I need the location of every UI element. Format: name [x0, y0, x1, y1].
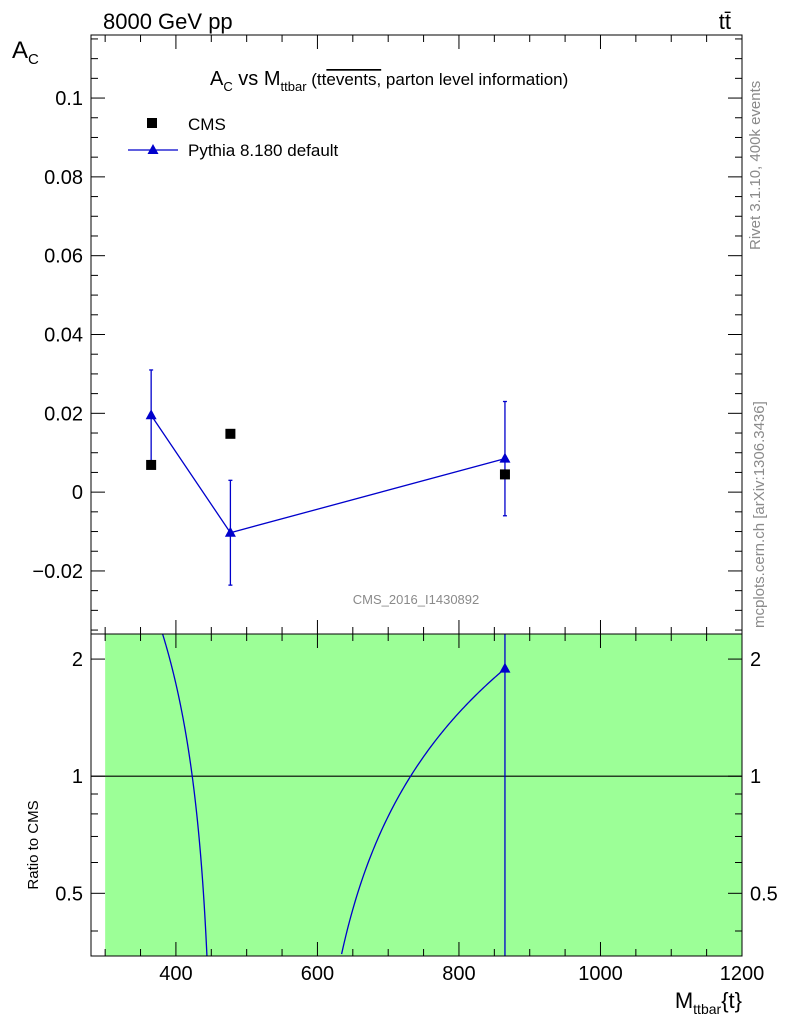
- pythia-point: [224, 526, 236, 537]
- cms-point: [146, 459, 157, 470]
- cms-point: [499, 469, 510, 480]
- cms-point: [225, 428, 236, 439]
- rivet-label: Rivet 3.1.10, 400k events: [747, 81, 764, 250]
- ratio-y-label: Ratio to CMS: [25, 800, 42, 889]
- ratio-y-tick-label-left: 2: [72, 649, 83, 671]
- energy-label: 8000 GeV pp: [103, 9, 233, 34]
- ratio-line-segment: [161, 634, 208, 956]
- legend-cms-marker: [147, 118, 157, 128]
- ratio-line-segment: [340, 668, 506, 955]
- y-tick-label: 0.08: [44, 167, 83, 189]
- x-tick-label: 1200: [720, 963, 765, 985]
- legend: CMS Pythia 8.180 default: [128, 115, 339, 160]
- y-tick-label: 0.04: [44, 325, 83, 347]
- ratio-y-tick-label-right: 1: [750, 766, 761, 788]
- process-label: tt̄: [719, 9, 731, 34]
- ratio-y-tick-label-left: 0.5: [55, 883, 83, 905]
- x-tick-label: 1000: [578, 963, 623, 985]
- y-tick-label: 0.06: [44, 246, 83, 268]
- ratio-point: [499, 662, 511, 673]
- x-tick-label: 800: [442, 963, 475, 985]
- main-panel: −0.02 0 0.02 0.04 0.06 0.08 0.1 AC AC vs Mttba…: [12, 34, 743, 635]
- chart-title: AC vs Mttbar (ttevents, parton level inf…: [210, 68, 568, 94]
- y-tick-label: −0.02: [32, 561, 83, 583]
- legend-cms-label: CMS: [188, 115, 226, 134]
- y-tick-label: 0.1: [55, 88, 83, 110]
- y-tick-label: 0.02: [44, 403, 83, 425]
- ratio-y-tick-label-left: 1: [72, 766, 83, 788]
- ratio-y-tick-label-right: 2: [750, 649, 761, 671]
- mcplots-label: mcplots.cern.ch [arXiv:1306.3436]: [751, 401, 768, 628]
- pythia-line: [150, 414, 506, 534]
- pythia-point: [499, 452, 511, 463]
- ratio-panel-frame: [90, 633, 743, 957]
- cms-uncertainty-band: [105, 634, 742, 956]
- x-axis-label: Mttbar{t}: [675, 988, 742, 1017]
- analysis-watermark: CMS_2016_I1430892: [353, 592, 480, 607]
- legend-pythia-marker: [147, 144, 159, 154]
- y-tick-label: 0: [72, 482, 83, 504]
- pythia-point: [145, 409, 157, 420]
- y-axis-label: AC: [12, 37, 39, 68]
- x-tick-label: 600: [301, 963, 334, 985]
- x-tick-label: 400: [159, 963, 192, 985]
- ratio-y-tick-label-right: 0.5: [750, 883, 778, 905]
- ratio-panel: 0.5 0.5 1 1 2 2 400 600 800 1000 1200 Ratio to CM…: [25, 633, 778, 1017]
- legend-pythia-label: Pythia 8.180 default: [188, 141, 339, 160]
